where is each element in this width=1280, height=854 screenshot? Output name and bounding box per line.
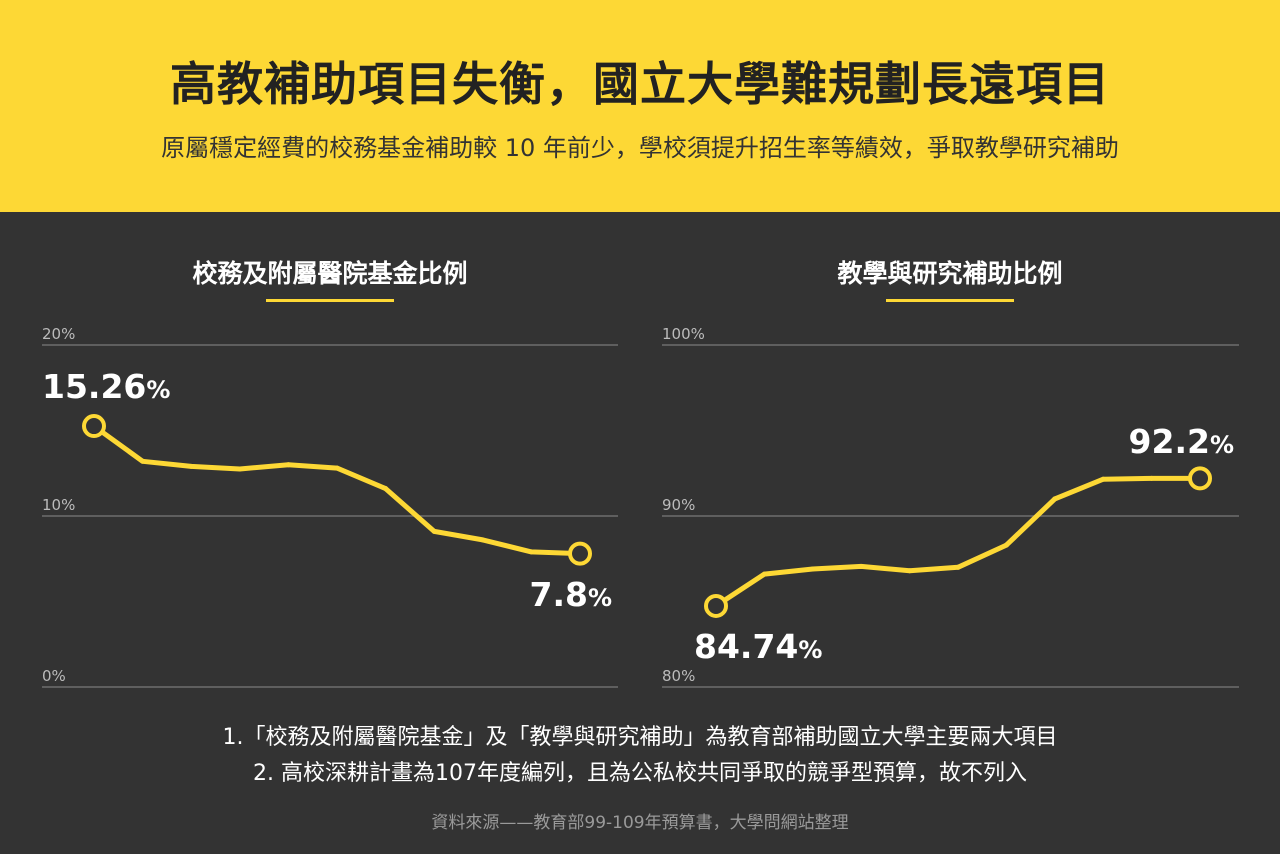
footnotes: 1.「校務及附屬醫院基金」及「教學與研究補助」為教育部補助國立大學主要兩大項目 … — [0, 720, 1280, 792]
source-note: 資料來源——教育部99-109年預算書，大學問網站整理 — [431, 813, 849, 833]
chart-right-tick-label-1: 90% — [662, 496, 695, 514]
footnote-2: 2. 高校深耕計畫為107年度編列，且為公私校共同爭取的競爭型預算，故不列入 — [253, 761, 1027, 786]
footnote-1: 1.「校務及附屬醫院基金」及「教學與研究補助」為教育部補助國立大學主要兩大項目 — [222, 725, 1058, 750]
chart-left-point-10 — [568, 541, 592, 566]
chart-left-series-line — [91, 423, 583, 557]
chart-right-point-7 — [1052, 496, 1058, 502]
chart-left-end-label: 7.8% — [529, 575, 612, 614]
chart-right-point-4 — [907, 568, 913, 574]
chart-left-point-2 — [188, 463, 194, 469]
chart-left-point-3 — [237, 466, 243, 472]
chart-left-point-8 — [480, 537, 486, 543]
chart-right-point-3 — [858, 563, 864, 569]
chart-left-point-7 — [431, 528, 437, 534]
chart-left-point-4 — [285, 462, 291, 468]
chart-left-start-label: 15.26% — [42, 367, 170, 406]
chart-right-point-5 — [955, 564, 961, 570]
chart-right-title: 教學與研究補助比例 — [837, 259, 1063, 288]
chart-right-end-label: 92.2% — [1129, 422, 1234, 461]
chart-right-point-2 — [810, 566, 816, 572]
chart-left-tick-label-1: 10% — [42, 496, 75, 514]
chart-right-point-8 — [1100, 476, 1106, 482]
chart-right-point-9 — [1149, 475, 1155, 481]
chart-right-point-0 — [704, 593, 728, 618]
chart-right-start-label: 84.74% — [694, 627, 822, 666]
chart-right-point-1 — [761, 571, 767, 577]
page-subtitle: 原屬穩定經費的校務基金補助較 10 年前少，學校須提升招生率等績效，爭取教學研究… — [161, 134, 1119, 162]
chart-left-point-1 — [140, 458, 146, 464]
chart-left-title: 校務及附屬醫院基金比例 — [192, 259, 468, 288]
chart-right-tick-label-2: 100% — [662, 325, 705, 343]
chart-left-point-9 — [528, 549, 534, 555]
chart-right-point-10 — [1188, 466, 1212, 491]
header-banner: 高教補助項目失衡，國立大學難規劃長遠項目 原屬穩定經費的校務基金補助較 10 年… — [0, 0, 1280, 212]
chart-left-tick-label-0: 0% — [42, 667, 66, 685]
chart-right-tick-label-0: 80% — [662, 667, 695, 685]
chart-left-point-0 — [82, 414, 106, 439]
chart-right-series-line — [713, 475, 1203, 609]
chart-left-point-6 — [383, 486, 389, 492]
chart-left-tick-label-2: 20% — [42, 325, 75, 343]
page-title: 高教補助項目失衡，國立大學難規劃長遠項目 — [170, 57, 1110, 111]
chart-right-point-6 — [1003, 542, 1009, 548]
chart-right-title-underline — [886, 299, 1014, 302]
chart-left-point-5 — [334, 465, 340, 471]
chart-left-title-underline — [266, 299, 394, 302]
